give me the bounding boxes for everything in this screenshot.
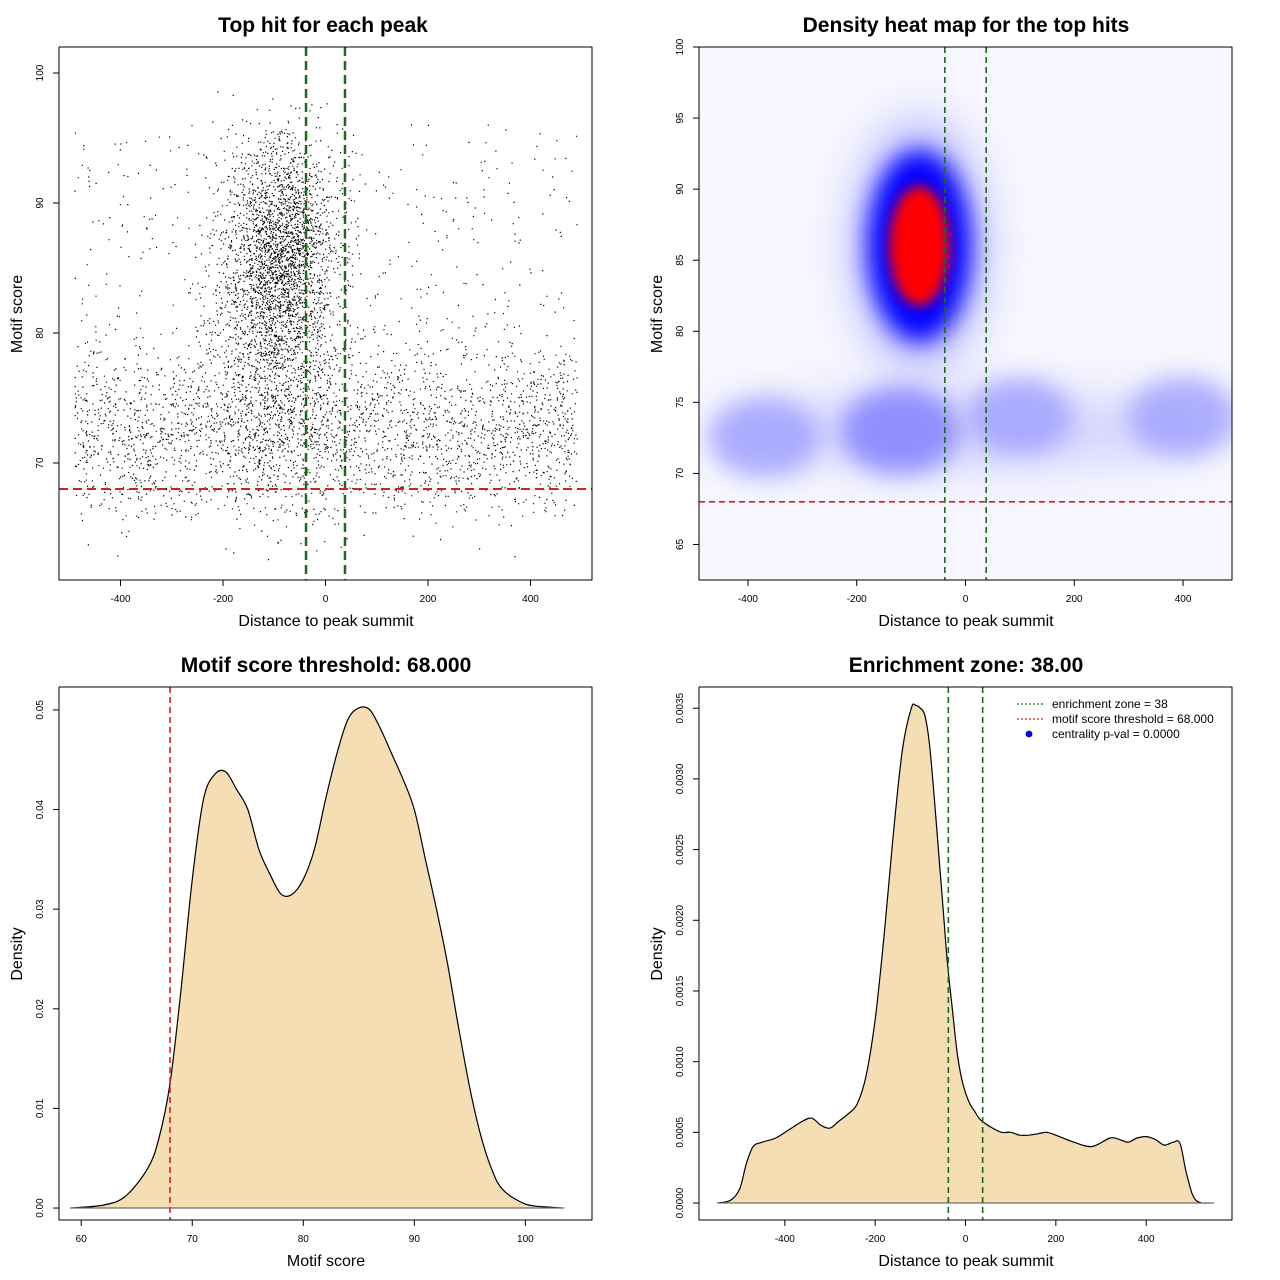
y-tick-label: 0.05 [35,700,46,720]
y-tick-label: 70 [35,457,46,469]
y-tick-label: 0.0005 [675,1117,686,1148]
score-density-axis-ticks: 60 70 80 90 100 0.00 0.01 0.02 0.03 0.04 0.05 [35,700,534,1245]
heatmap-secondary-blob [709,397,820,478]
y-tick-label: 0.03 [35,899,46,919]
x-tick-label: 400 [522,594,539,605]
score-density-y-axis-label: Density [9,927,26,980]
x-tick-label: -400 [110,594,130,605]
distance-density-curve [716,703,1214,1204]
y-tick-label: 85 [675,254,686,266]
distance-density-y-axis-label: Density [649,927,666,980]
score-density-title: Motif score threshold: 68.000 [181,654,472,677]
y-tick-label: 95 [675,112,686,124]
y-tick-label: 0.0020 [675,905,686,936]
x-tick-label: 200 [1047,1234,1064,1245]
heatmap-axis-ticks: -400 -200 0 200 400 65 70 75 80 85 90 95 100 [675,38,1192,605]
heatmap-x-axis-label: Distance to peak summit [878,613,1054,630]
scatter-axis-ticks: -400 -200 0 200 400 70 80 90 100 [35,64,539,605]
heatmap-secondary-blob [841,386,960,475]
heatmap-reference-lines [699,47,1232,580]
x-tick-label: -200 [865,1234,885,1245]
x-tick-label: 0 [963,594,969,605]
y-tick-label: 0.02 [35,999,46,1019]
y-tick-label: 100 [675,38,686,55]
score-density-x-axis-label: Motif score [287,1253,365,1270]
x-tick-label: 200 [1066,594,1083,605]
x-tick-label: 90 [409,1234,421,1245]
x-tick-label: 400 [1175,594,1192,605]
legend-threshold-label: motif score threshold = 68.000 [1052,712,1214,726]
x-tick-label: 0 [323,594,329,605]
x-tick-label: -200 [847,594,867,605]
heatmap-secondary-blob [966,378,1073,455]
x-tick-label: 70 [187,1234,199,1245]
y-tick-label: 65 [675,538,686,550]
heatmap-secondary-blob [1128,376,1232,457]
x-tick-label: -400 [775,1234,795,1245]
heatmap-density-blobs [699,47,1232,580]
y-tick-label: 100 [35,64,46,81]
legend-enrichment-label: enrichment zone = 38 [1052,697,1168,711]
x-tick-label: 400 [1138,1234,1155,1245]
scatter-reference-lines [59,47,592,580]
x-tick-label: 60 [76,1234,88,1245]
heatmap-low-band [705,390,1226,471]
y-tick-label: 0.0015 [675,975,686,1006]
scatter-point-cloud [74,91,578,561]
scatter-x-axis-label: Distance to peak summit [238,613,414,630]
distance-density-axis-ticks: -400 -200 0 200 400 0.0000 0.0005 0.0010 0.0015 0… [675,692,1155,1245]
y-tick-label: 90 [35,197,46,209]
y-tick-label: 0.0010 [675,1046,686,1077]
legend-pval-label: centrality p-val = 0.0000 [1052,727,1180,741]
scatter-title: Top hit for each peak [218,14,428,37]
distance-density-title: Enrichment zone: 38.00 [849,654,1084,677]
y-tick-label: 0.04 [35,799,46,819]
score-density-panel: Motif score threshold: 68.000 60 70 80 90 10… [9,654,593,1270]
distance-density-legend: enrichment zone = 38 motif score thresho… [1017,697,1214,741]
heatmap-main-red [889,185,950,306]
distance-density-panel: Enrichment zone: 38.00 -400 -200 0 200 400 0.… [649,654,1233,1270]
x-tick-label: 100 [517,1234,534,1245]
y-tick-label: 70 [675,467,686,479]
heatmap-title: Density heat map for the top hits [803,14,1130,37]
x-tick-label: 0 [963,1234,969,1245]
scatter-y-axis-label: Motif score [9,275,26,353]
x-tick-label: -400 [738,594,758,605]
y-tick-label: 90 [675,183,686,195]
scatter-points [74,91,578,561]
y-tick-label: 0.0035 [675,692,686,723]
y-tick-label: 0.0030 [675,763,686,794]
distance-density-x-axis-label: Distance to peak summit [878,1253,1054,1270]
enrichment-zone-lines [947,687,984,1220]
scatter-plot-frame [58,46,593,581]
x-tick-label: 200 [420,594,437,605]
heatmap-y-axis-label: Motif score [649,275,666,353]
heatmap-panel: Density heat map for the top hits -400 -2… [649,14,1233,630]
y-tick-label: 75 [675,396,686,408]
scatter-panel: Top hit for each peak -400 -200 0 200 400 70 8… [9,14,593,630]
y-tick-label: 0.00 [35,1198,46,1218]
score-density-curve [70,706,565,1209]
x-tick-label: 80 [298,1234,310,1245]
legend-pval-dot-icon [1025,730,1033,738]
y-tick-label: 0.0000 [675,1187,686,1218]
y-tick-label: 0.01 [35,1098,46,1118]
y-tick-label: 80 [675,325,686,337]
y-tick-label: 80 [35,327,46,339]
x-tick-label: -200 [213,594,233,605]
y-tick-label: 0.0025 [675,834,686,865]
